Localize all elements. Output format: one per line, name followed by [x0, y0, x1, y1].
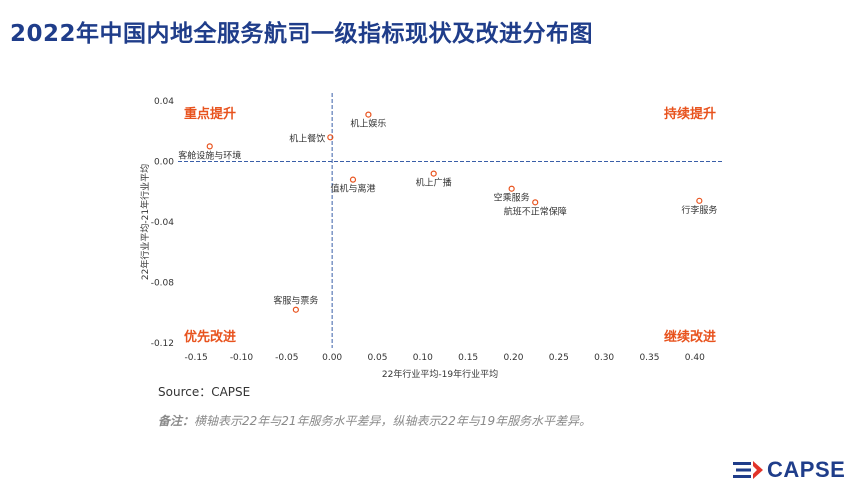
page-title: 2022年中国内地全服务航司一级指标现状及改进分布图	[10, 21, 594, 47]
data-point	[696, 197, 703, 204]
quadrant-label-top-left: 重点提升	[184, 106, 236, 122]
x-tick-label: 0.40	[685, 353, 705, 363]
capse-logo-text: CAPSE	[767, 457, 846, 482]
data-point	[430, 170, 437, 177]
data-point-label: 机上娱乐	[350, 118, 386, 130]
data-point-label: 空乘服务	[494, 192, 530, 204]
x-tick-label: 0.30	[594, 353, 614, 363]
x-tick-label: 0.25	[549, 353, 569, 363]
data-point	[206, 143, 213, 150]
capse-logo-icon	[733, 459, 763, 481]
data-point-label: 值机与离港	[330, 183, 375, 195]
data-point-label: 客舱设施与环境	[178, 149, 241, 161]
x-tick-label: -0.15	[184, 353, 207, 363]
data-point-label: 机上餐饮	[289, 132, 325, 144]
quadrant-label-bottom-left: 优先改进	[184, 329, 236, 345]
y-axis-label: 22年行业平均-21年行业平均	[139, 164, 151, 280]
scatter-chart: -0.15 -0.10 -0.05 0.00 0.05 0.10 0.15 0.20 0.25 0…	[139, 93, 722, 380]
footnote-label: 备注：	[158, 414, 195, 428]
y-tick-label: 0.04	[154, 97, 174, 107]
x-tick-label: -0.10	[230, 353, 254, 363]
data-point-label: 机上广播	[416, 177, 452, 189]
footnote: 备注：横轴表示22年与21年服务水平差异，纵轴表示22年与19年服务水平差异。	[158, 412, 591, 429]
y-tick-label: -0.12	[151, 339, 174, 349]
x-tick-label: 0.35	[639, 353, 659, 363]
x-tick-label: 0.00	[322, 353, 342, 363]
x-axis-label: 22年行业平均-19年行业平均	[382, 368, 498, 380]
data-point	[349, 176, 357, 183]
data-point	[508, 185, 515, 192]
chart-axes: -0.15 -0.10 -0.05 0.00 0.05 0.10 0.15 0.20 0.25 0…	[151, 97, 705, 363]
quadrant-label-top-right: 持续提升	[664, 106, 716, 122]
x-tick-label: 0.15	[458, 353, 478, 363]
data-point-label: 航班不正常保障	[504, 205, 567, 217]
source-text: Source：CAPSE	[158, 385, 251, 399]
chart-ref-lines	[178, 93, 722, 348]
capse-logo: CAPSE	[733, 455, 845, 485]
data-point	[327, 134, 334, 141]
data-point-label: 客服与票务	[273, 295, 318, 307]
data-point	[365, 111, 372, 118]
x-tick-label: 0.20	[503, 353, 523, 363]
quadrant-label-bottom-right: 继续改进	[664, 329, 716, 345]
y-tick-label: 0.00	[154, 158, 174, 168]
y-tick-label: -0.04	[151, 218, 175, 228]
x-tick-label: -0.05	[275, 353, 298, 363]
data-point	[532, 199, 539, 206]
x-tick-label: 0.05	[367, 353, 387, 363]
footnote-text: 横轴表示22年与21年服务水平差异，纵轴表示22年与19年服务水平差异。	[194, 414, 592, 428]
y-tick-label: -0.08	[151, 279, 175, 289]
x-tick-label: 0.10	[413, 353, 433, 363]
data-point-label: 行李服务	[681, 204, 717, 216]
data-point	[292, 306, 299, 313]
